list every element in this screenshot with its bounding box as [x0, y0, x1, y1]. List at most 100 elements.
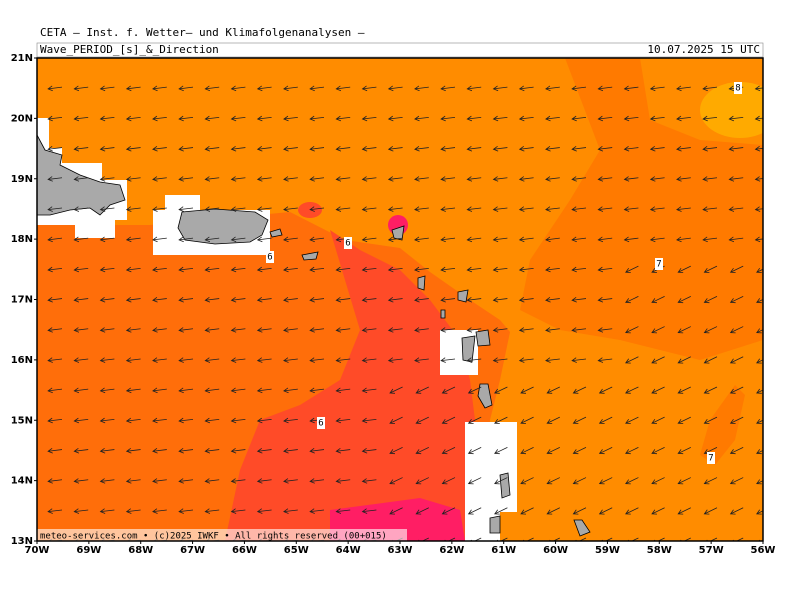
- arrow: [414, 85, 429, 92]
- arrow: [387, 357, 403, 363]
- arrow: [152, 448, 167, 454]
- arrow: [73, 146, 89, 152]
- arrow: [756, 328, 763, 334]
- arrow: [651, 477, 665, 485]
- arrow: [152, 327, 167, 333]
- arrow: [47, 357, 63, 363]
- arrow: [651, 356, 665, 364]
- arrow: [625, 356, 639, 364]
- arrow: [99, 357, 115, 363]
- arrow: [152, 146, 167, 152]
- lat-label: 16N: [11, 355, 33, 366]
- arrow: [309, 266, 325, 273]
- arrow: [492, 357, 508, 363]
- arrow: [309, 236, 325, 243]
- arrow: [47, 508, 63, 514]
- arrow: [649, 85, 665, 92]
- contour-label: 8: [735, 84, 740, 94]
- arrow: [256, 206, 272, 212]
- arrow: [99, 176, 115, 182]
- lat-label: 17N: [11, 295, 33, 306]
- arrow: [230, 508, 246, 514]
- island: [499, 472, 511, 499]
- arrow: [703, 326, 718, 334]
- arrow: [335, 357, 351, 363]
- island: [269, 228, 283, 238]
- arrow: [309, 146, 325, 152]
- arrow: [99, 387, 115, 394]
- contour-label-bg: [317, 417, 325, 429]
- arrow: [387, 146, 403, 152]
- arrow: [125, 448, 141, 454]
- arrow: [756, 449, 763, 455]
- arrow: [572, 446, 587, 455]
- arrow: [309, 206, 325, 212]
- arrow: [677, 356, 691, 364]
- lon-label: 68W: [128, 545, 153, 556]
- arrow: [99, 206, 115, 212]
- arrow: [309, 115, 325, 122]
- island: [489, 515, 501, 534]
- arrow: [414, 357, 429, 363]
- arrow: [125, 146, 141, 152]
- arrow: [677, 265, 691, 273]
- arrow: [361, 206, 377, 212]
- arrow: [546, 416, 560, 424]
- arrow: [703, 386, 718, 394]
- lat-label: 18N: [11, 234, 33, 245]
- arrow: [361, 357, 377, 363]
- arrow: [256, 236, 272, 243]
- arrow: [623, 146, 639, 152]
- arrow: [361, 417, 377, 424]
- arrow: [623, 85, 639, 92]
- arrow: [546, 477, 560, 485]
- arrow: [152, 387, 167, 394]
- arrow: [518, 85, 534, 92]
- arrow: [309, 357, 325, 363]
- arrow: [389, 386, 403, 394]
- arrow: [440, 327, 456, 333]
- arrow: [178, 176, 194, 182]
- arrow: [125, 327, 141, 333]
- arrow: [677, 446, 691, 455]
- arrow: [546, 507, 560, 515]
- arrow: [729, 326, 744, 334]
- arrow: [756, 267, 763, 273]
- arrow: [520, 507, 534, 515]
- arrow: [677, 326, 691, 334]
- arrow: [572, 477, 587, 485]
- arrow: [256, 85, 272, 92]
- arrow: [283, 478, 298, 484]
- arrow: [125, 508, 141, 514]
- arrow: [649, 236, 665, 243]
- arrow: [518, 206, 534, 212]
- arrow: [335, 85, 351, 92]
- arrow: [518, 266, 534, 273]
- arrow: [520, 416, 534, 424]
- arrow: [492, 176, 508, 182]
- arrow: [73, 357, 89, 363]
- arrow: [204, 478, 220, 484]
- arrow: [73, 115, 89, 122]
- arrow: [702, 176, 718, 182]
- arrow: [572, 416, 587, 424]
- lon-label: 66W: [232, 545, 257, 556]
- arrow: [335, 508, 351, 514]
- arrow: [47, 387, 63, 394]
- arrow: [729, 295, 744, 304]
- arrow: [518, 115, 534, 122]
- lat-label: 19N: [11, 174, 33, 185]
- arrow: [732, 537, 744, 541]
- arrow: [361, 115, 377, 122]
- arrow: [125, 236, 141, 243]
- arrow: [125, 266, 141, 273]
- arrow: [518, 327, 534, 333]
- arrow: [597, 176, 613, 182]
- arrow: [545, 236, 560, 243]
- contour-label-bg: [734, 82, 742, 94]
- arrow: [441, 446, 456, 455]
- arrow: [415, 507, 429, 515]
- arrow: [706, 537, 718, 541]
- arrow: [494, 507, 508, 515]
- field-light: [700, 82, 763, 138]
